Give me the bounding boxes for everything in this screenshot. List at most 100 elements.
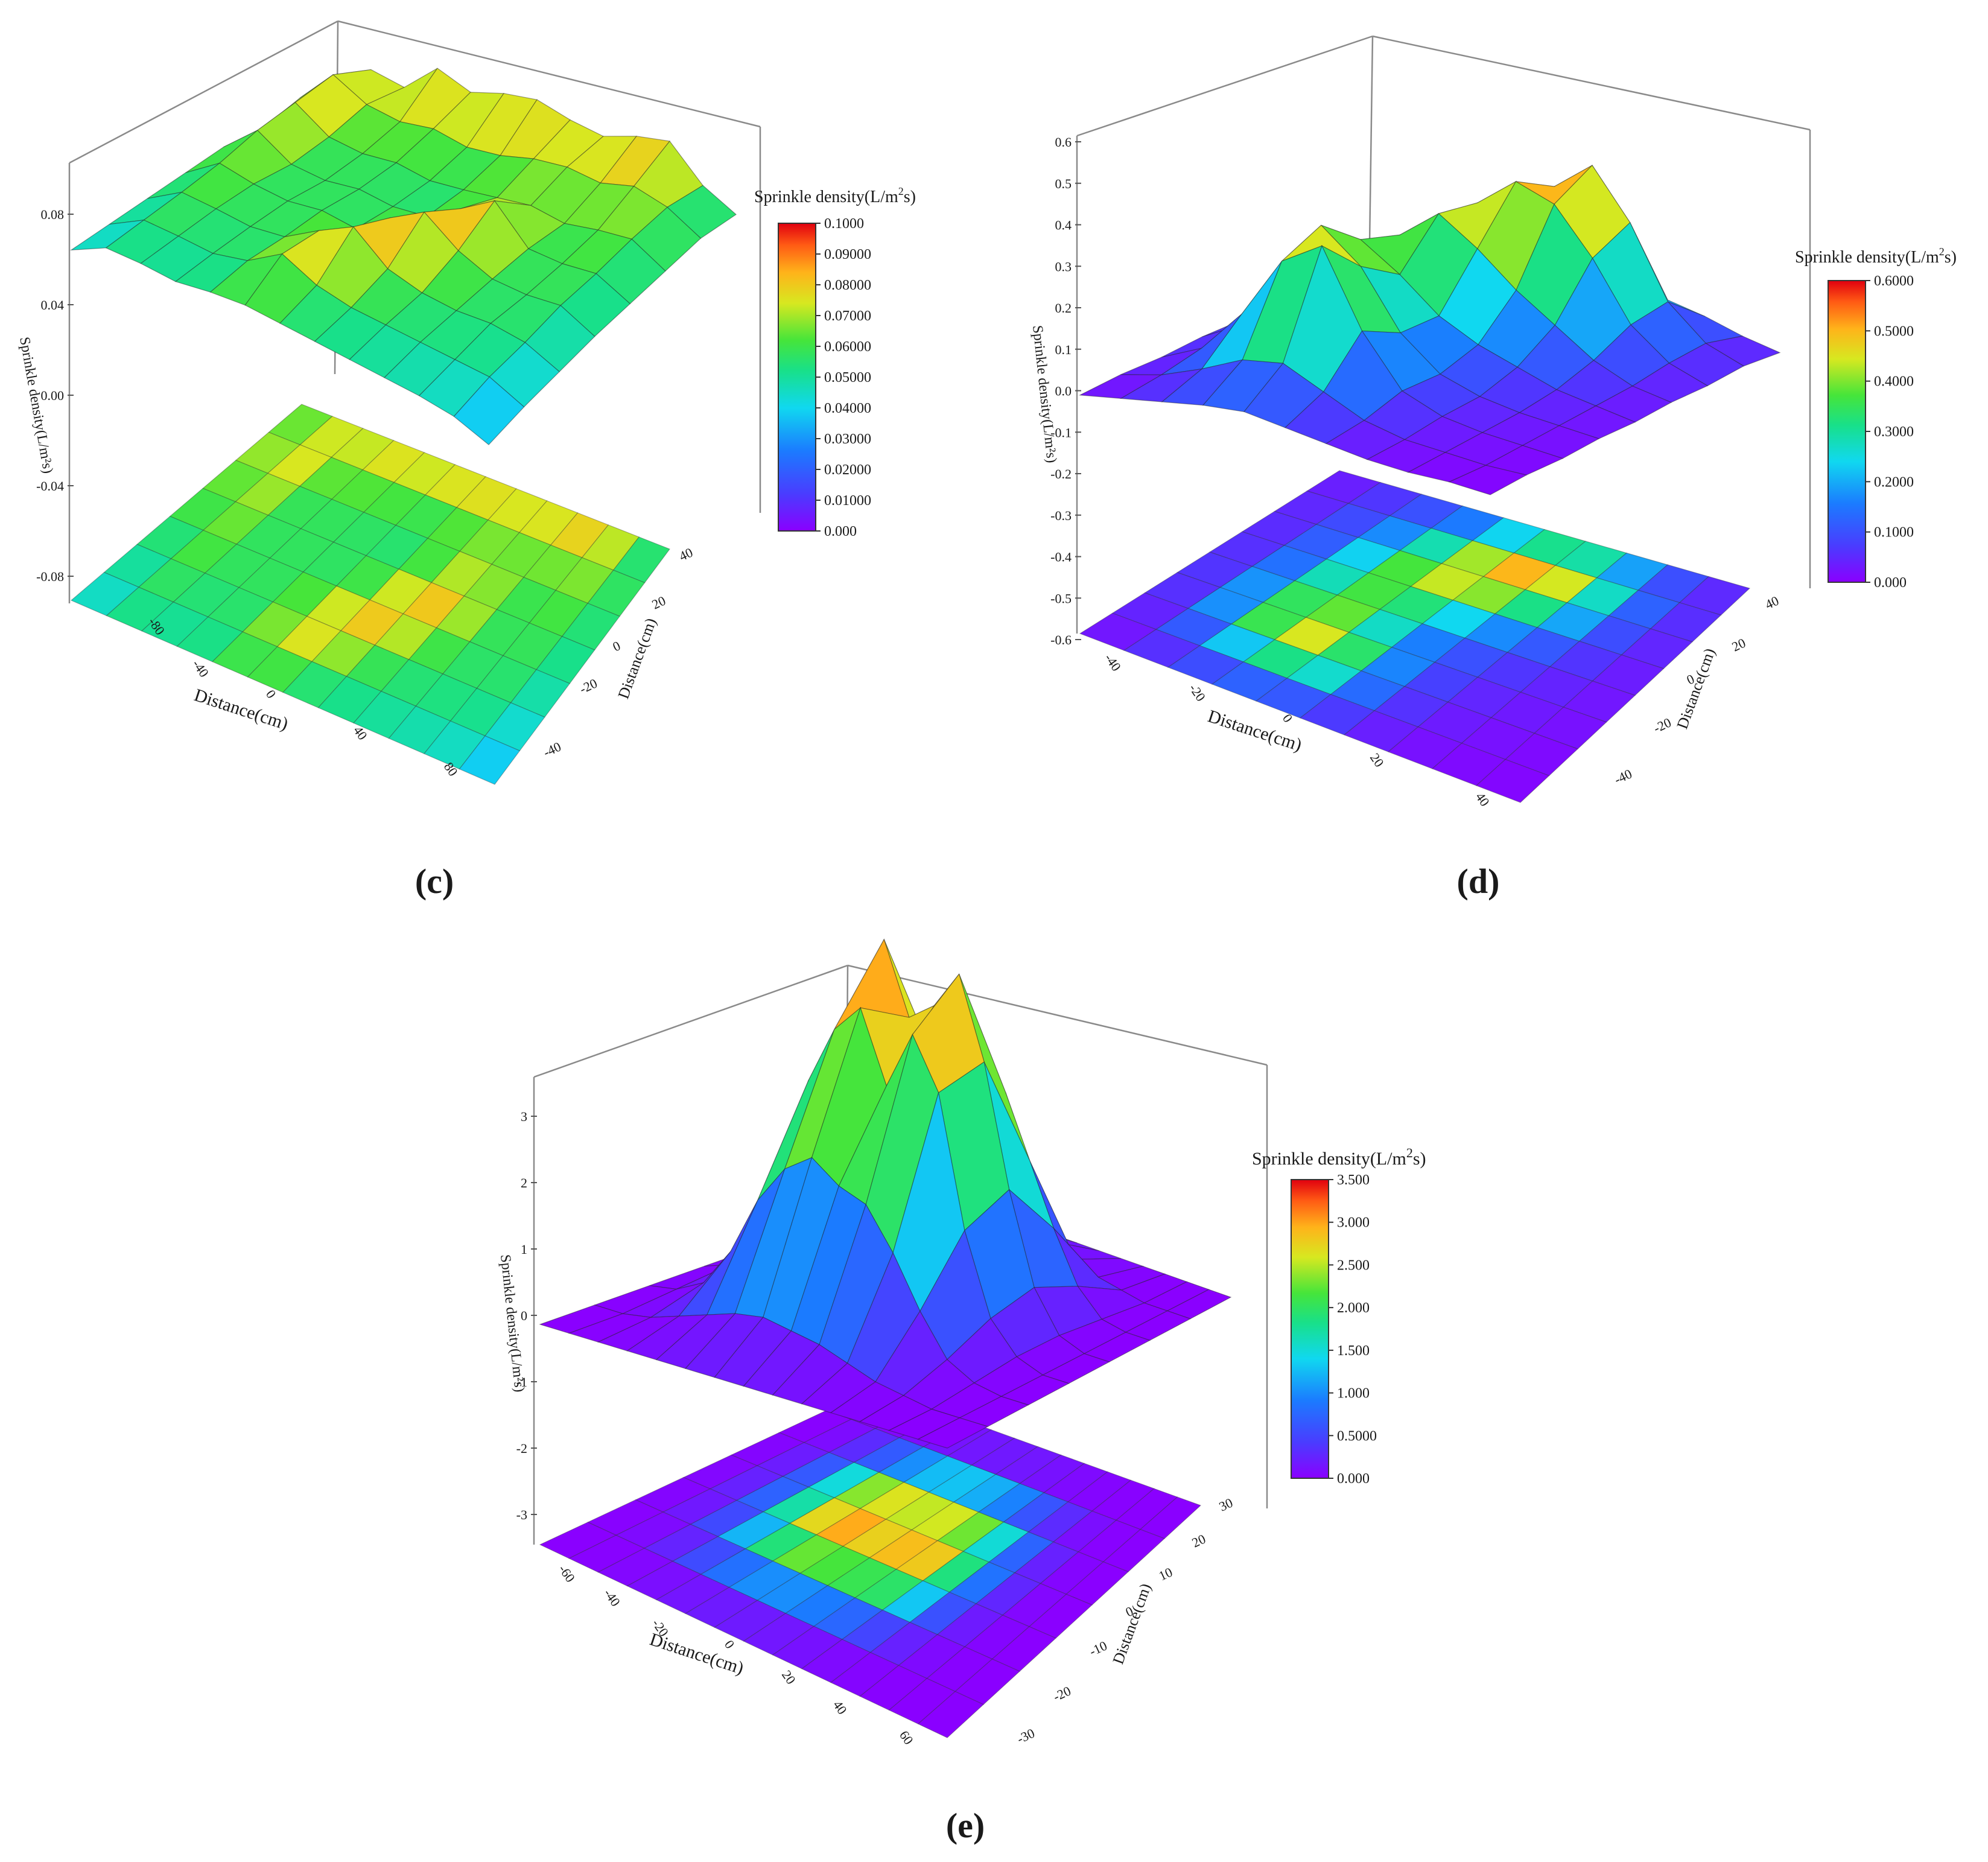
colorbar-title-tail: s) (1945, 248, 1957, 267)
surface-plane (539, 938, 1232, 1449)
z-axis-label: Sprinkle density(L/m²s) (497, 1254, 527, 1393)
z-tick-label: -0.1 (1050, 425, 1072, 440)
z-tick-label: 0.04 (41, 297, 65, 313)
z-tick-label: -0.6 (1050, 632, 1072, 647)
y-tick-label: -20 (1051, 1683, 1073, 1704)
z-tick-label: 2 (521, 1175, 527, 1190)
z-tick-label: 0.0 (1055, 384, 1072, 399)
y-tick-label: 40 (677, 545, 696, 564)
y-tick-label: 10 (1157, 1565, 1175, 1584)
colorbar-title-tail: s) (1413, 1149, 1426, 1169)
surface-cell (1448, 465, 1528, 495)
z-tick-label: -2 (516, 1441, 527, 1456)
colorbar-tick-label: 0.000 (1337, 1471, 1370, 1487)
z-tick-label: 0.3 (1055, 259, 1072, 274)
x-tick-label: 40 (830, 1698, 850, 1717)
floor-plane (70, 404, 670, 785)
colorbar-tick-label: 0.000 (824, 524, 857, 539)
colorbar-tick-label: 2.000 (1337, 1300, 1370, 1316)
z-tick-label: 0.2 (1055, 300, 1072, 316)
y-tick-label: 20 (1730, 635, 1748, 655)
colorbar-title: Sprinkle density(L/m2s) (1795, 246, 1957, 267)
y-tick-label: 40 (1763, 593, 1782, 612)
floor-cell (459, 735, 521, 785)
z-tick-label: -1 (516, 1374, 527, 1390)
colorbar-tick-label: 0.000 (1874, 575, 1907, 591)
x-tick-label: 0 (263, 687, 279, 701)
y-tick-label: 20 (650, 593, 668, 612)
x-tick-label: -40 (601, 1586, 623, 1609)
z-tick-label: -0.3 (1050, 508, 1072, 523)
colorbar-tick-label: 0.6000 (1874, 273, 1914, 289)
surface-cell (917, 1417, 989, 1449)
z-tick-label: 0.1 (1055, 342, 1072, 357)
floor-plane (1079, 470, 1751, 803)
colorbar-tick-label: 0.07000 (824, 308, 871, 324)
panel-caption: (e) (946, 1806, 985, 1845)
z-tick-label: -0.4 (1050, 550, 1072, 565)
surface-plane (69, 68, 737, 445)
colorbar (1291, 1179, 1329, 1479)
x-tick-label: 60 (897, 1728, 916, 1747)
colorbar-ticks: 0.6000 0.5000 0.4000 0.3000 0.2000 0.1000 0.00… (1866, 273, 1914, 591)
z-tick-label: -0.2 (1050, 466, 1072, 481)
colorbar-tick-label: 0.5000 (1874, 323, 1914, 339)
z-tick-label: -0.08 (36, 569, 64, 584)
floor-plane (539, 1387, 1202, 1738)
colorbar-tick-label: 0.04000 (824, 401, 871, 416)
colorbar-tick-label: 3.500 (1337, 1172, 1370, 1188)
y-tick-label: -40 (541, 739, 564, 760)
colorbar-tick-label: 0.5000 (1337, 1428, 1377, 1444)
z-axis-ticks: 0.6 0.5 0.4 0.3 0.2 0.1 0.0 -0.1 -0.2 -0.3 -0.4 -0.… (1050, 135, 1081, 647)
x-tick-label: 40 (1473, 790, 1493, 809)
panel-d: 0.6 0.5 0.4 0.3 0.2 0.1 0.0 -0.1 -0.2 -0.3 -0.4 -0.… (1029, 35, 1957, 901)
panel-e: 3 2 1 0 -1 -2 -3 -60 -40 -20 0 20 40 60 30 20 10 0 -10 -2… (497, 938, 1426, 1845)
z-axis-ticks: 3 2 1 0 -1 -2 -3 (516, 1109, 537, 1522)
x-tick-label: 20 (1367, 751, 1387, 770)
colorbar-tick-label: 0.3000 (1874, 424, 1914, 440)
x-tick-label: -40 (1102, 651, 1124, 674)
y-tick-label: -20 (1651, 714, 1674, 736)
z-tick-label: 0.5 (1055, 176, 1072, 191)
colorbar-tick-label: 0.02000 (824, 462, 871, 478)
x-tick-label: -20 (1186, 681, 1208, 704)
colorbar (778, 223, 816, 532)
x-tick-label: -60 (556, 1562, 578, 1585)
z-tick-label: -0.04 (36, 478, 64, 494)
z-tick-label: 1 (521, 1242, 527, 1257)
colorbar-title-sup: 2 (1406, 1145, 1413, 1160)
y-tick-label: -10 (1087, 1638, 1110, 1659)
colorbar-tick-label: 2.500 (1337, 1257, 1370, 1273)
z-tick-label: 0.00 (41, 388, 65, 403)
colorbar-tick-label: 0.03000 (824, 431, 871, 447)
z-axis-label: Sprinkle density(L/m²s) (16, 336, 56, 475)
colorbar-ticks: 0.1000 0.09000 0.08000 0.07000 0.06000 0.0500… (816, 216, 871, 539)
colorbar-tick-label: 0.09000 (824, 247, 871, 262)
y-axis-label: Distance(cm) (1109, 1581, 1154, 1667)
colorbar-tick-label: 3.000 (1337, 1215, 1370, 1231)
colorbar-title-sup: 2 (898, 185, 904, 197)
colorbar-title-text: Sprinkle density(L/m (1252, 1149, 1406, 1169)
colorbar-title-text: Sprinkle density(L/m (1795, 248, 1939, 267)
colorbar-tick-label: 0.01000 (824, 493, 871, 509)
y-tick-label: -30 (1015, 1725, 1037, 1746)
y-tick-label: 30 (1217, 1495, 1236, 1514)
y-tick-label: -20 (577, 675, 600, 696)
z-tick-label: 0.4 (1055, 218, 1072, 233)
y-tick-label: 0 (611, 638, 623, 654)
panel-caption: (d) (1457, 862, 1500, 901)
colorbar-tick-label: 0.06000 (824, 339, 871, 355)
colorbar-title-text: Sprinkle density(L/m (754, 188, 898, 206)
colorbar-tick-label: 1.000 (1337, 1386, 1370, 1402)
floor-cell (1475, 758, 1550, 803)
z-tick-label: 0.6 (1055, 135, 1072, 150)
colorbar-ticks: 3.500 3.000 2.500 2.000 1.500 1.000 0.5000 0.00… (1329, 1172, 1377, 1487)
surface-plane (1078, 165, 1781, 495)
colorbar-tick-label: 0.4000 (1874, 374, 1914, 390)
y-tick-label: 20 (1190, 1531, 1208, 1551)
colorbar-tick-label: 0.08000 (824, 278, 871, 293)
colorbar-title-tail: s) (904, 188, 916, 206)
colorbar-tick-label: 1.500 (1337, 1343, 1370, 1359)
x-tick-label: 0 (722, 1638, 738, 1651)
